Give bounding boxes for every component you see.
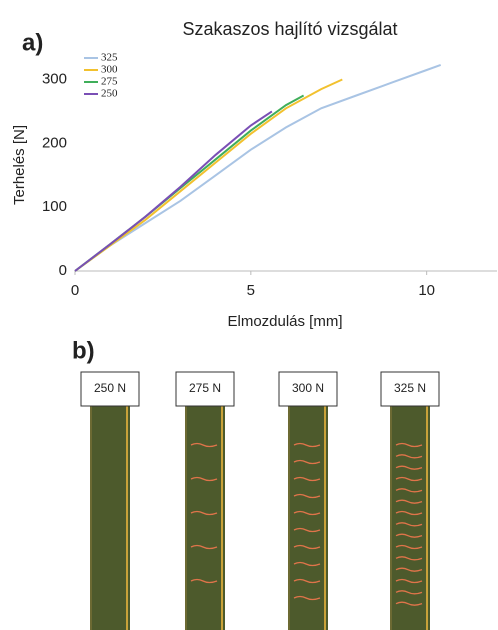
crack: [395, 465, 423, 470]
x-tick-label: 10: [418, 282, 435, 299]
crack: [395, 510, 423, 516]
crack: [395, 488, 423, 493]
crack: [395, 601, 423, 606]
series-line: [74, 78, 343, 272]
label-box: [175, 371, 235, 407]
crack: [293, 442, 321, 448]
crack: [395, 590, 423, 595]
photo-label: 275 N: [189, 381, 221, 395]
label-box: [80, 371, 140, 407]
crack: [395, 533, 423, 538]
label-box: [278, 371, 338, 407]
crack: [190, 544, 218, 550]
crack: [395, 578, 423, 584]
crack: [190, 442, 218, 448]
crack: [293, 476, 321, 482]
crack: [293, 510, 321, 516]
crack: [293, 561, 321, 567]
crack: [190, 578, 218, 584]
crack: [395, 442, 423, 448]
crack: [293, 527, 321, 533]
specimen-strip: [288, 400, 328, 630]
crack: [190, 476, 218, 482]
legend-label: 250: [101, 88, 118, 100]
series-line: [74, 63, 442, 272]
y-tick-label: 200: [42, 134, 67, 151]
crack: [293, 544, 321, 550]
specimen-strip: [185, 400, 225, 630]
crack: [293, 595, 321, 601]
y-tick-label: 100: [42, 198, 67, 215]
photo-label: 300 N: [292, 381, 324, 395]
crack: [190, 510, 218, 516]
x-axis-label: Elmozdulás [mm]: [227, 313, 342, 330]
crack: [293, 459, 321, 465]
panel-label: a): [22, 29, 43, 56]
crack: [293, 578, 321, 584]
crack: [395, 556, 423, 561]
specimen-strip: [90, 400, 130, 630]
crack: [395, 567, 423, 572]
crack: [395, 499, 423, 504]
y-tick-label: 300: [42, 70, 67, 87]
crack: [293, 493, 321, 499]
series-line: [74, 110, 273, 272]
x-tick-label: 5: [247, 282, 255, 299]
legend-label: 300: [101, 64, 118, 76]
panel-label: b): [72, 337, 95, 364]
crack: [395, 476, 423, 482]
photo-label: 325 N: [394, 381, 426, 395]
crack: [395, 454, 423, 459]
y-tick-label: 0: [59, 262, 67, 279]
x-tick-label: 0: [71, 282, 79, 299]
chart-title: Szakaszos hajlító vizsgálat: [182, 19, 397, 39]
label-box: [380, 371, 440, 407]
specimen-strip: [390, 400, 430, 630]
crack: [395, 544, 423, 550]
legend-label: 325: [101, 52, 118, 64]
photo-label: 250 N: [94, 381, 126, 395]
legend-label: 275: [101, 76, 118, 88]
y-axis-label: Terhelés [N]: [11, 125, 28, 205]
crack: [395, 522, 423, 527]
